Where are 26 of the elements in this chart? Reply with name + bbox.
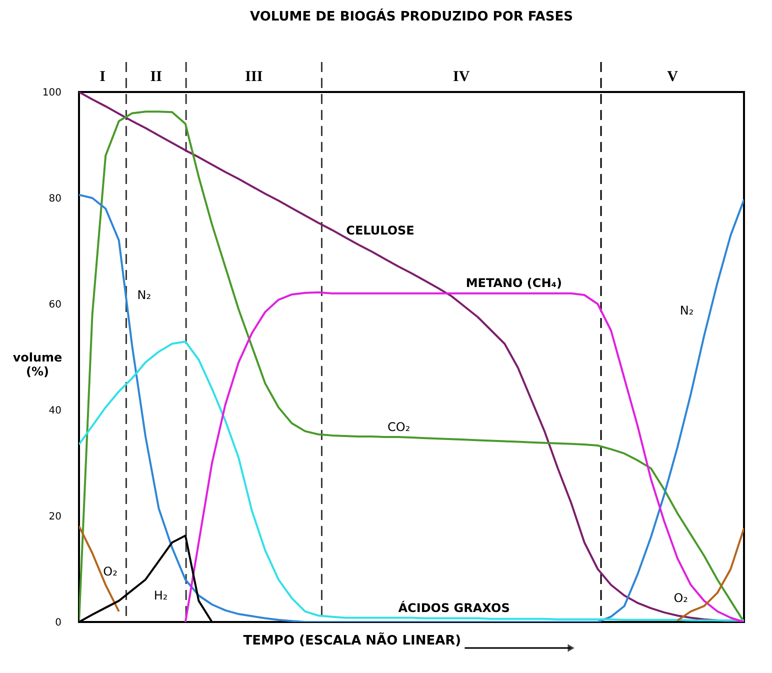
text: III [245,69,263,85]
y-axis-title: volume (%) [12,350,62,378]
line-series [79,194,744,622]
series-label: CO₂ [388,420,410,434]
text: N₂ [680,303,694,318]
text: O₂ [674,591,688,606]
line-series [184,291,744,622]
y-tick-label: 100 [42,88,62,98]
series-label: O₂ [103,564,118,579]
text: IV [453,69,470,85]
y-tick-label: 0 [55,618,62,628]
x-axis-title: TEMPO (ESCALA NÃO LINEAR) [243,632,462,648]
series-label: CELULOSE [346,223,414,238]
y-tick-label: 60 [48,300,62,310]
text: V [667,69,678,85]
series-label: N₂ [137,288,152,302]
chart-title: VOLUME DE BIOGÁS PRODUZIDO POR FASES [250,7,573,24]
y-tick-label: 80 [48,194,62,204]
series-label: ÁCIDOS GRAXOS [398,600,510,616]
series-label: METANO (CH₄) [466,276,562,290]
text: I [100,69,106,85]
y-tick-label: 40 [48,406,62,416]
y-tick-label: 20 [48,512,62,522]
text: II [150,69,162,85]
line-series [79,340,744,622]
series-label: H₂ [154,588,168,602]
